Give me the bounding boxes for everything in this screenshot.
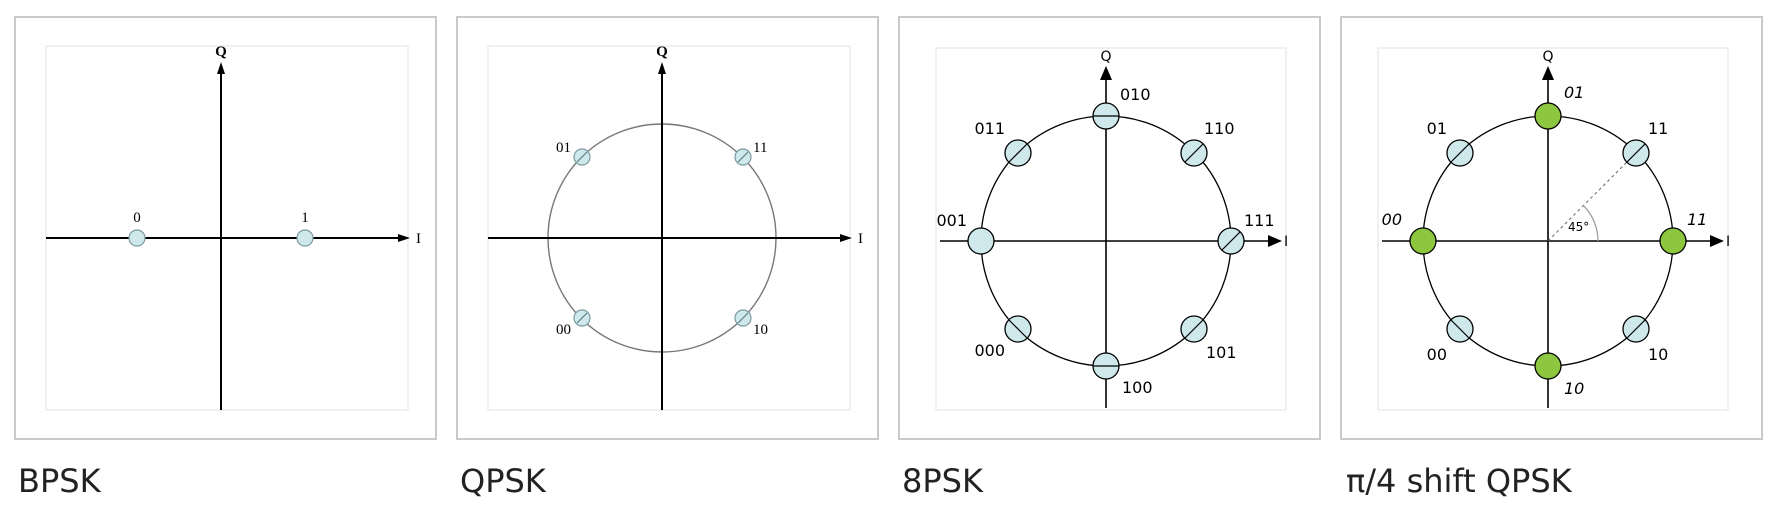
bpsk-panel: I Q 0 1: [14, 16, 437, 440]
symbol-label: 11: [1648, 119, 1668, 138]
constellation-point: [1004, 139, 1032, 167]
symbol-label: 011: [974, 119, 1005, 138]
constellation-point: [296, 229, 314, 247]
constellation-point: [1622, 315, 1650, 343]
angle-label: 45°: [1568, 220, 1589, 234]
i-axis-label: I: [1284, 234, 1288, 250]
symbol-label: 01: [556, 140, 571, 156]
i-axis-arrow: [1268, 235, 1282, 247]
constellation-point: [573, 309, 591, 327]
plot-frame: [1377, 47, 1729, 411]
constellation-point: [1446, 315, 1474, 343]
highlighted-constellation-point: [1534, 102, 1562, 130]
symbol-label: 00: [1382, 210, 1402, 229]
i-axis-label: I: [1726, 234, 1730, 250]
qpsk-panel: I Q 11 01 00 10: [456, 16, 879, 440]
i-axis-label: I: [416, 231, 421, 247]
8psk-constellation: I Q 111 110 010 011 001 000: [935, 47, 1288, 411]
plot-frame: [935, 47, 1287, 411]
8psk-caption: 8PSK: [902, 462, 983, 500]
highlighted-constellation-point: [1659, 227, 1687, 255]
symbol-label: 111: [1244, 211, 1275, 230]
constellation-point: [1092, 102, 1120, 130]
symbol-label: 100: [1122, 378, 1153, 397]
symbol-label: 11: [1687, 210, 1707, 229]
symbol-label: 0: [133, 210, 141, 226]
constellation-point: [128, 229, 146, 247]
constellation-point: [1180, 139, 1208, 167]
symbol-label: 1: [301, 210, 309, 226]
bpsk-constellation: I Q 0 1: [45, 44, 421, 411]
highlighted-constellation-point: [1534, 352, 1562, 380]
bpsk-caption: BPSK: [18, 462, 101, 500]
qpsk-constellation: I Q 11 01 00 10: [487, 44, 863, 411]
pi4-qpsk-panel: I Q 45° 11 01 00 10 11 01 00: [1340, 16, 1763, 440]
q-axis-arrow: [1542, 66, 1554, 80]
pi4-qpsk-caption: π/4 shift QPSK: [1346, 462, 1572, 500]
constellation-point: [1217, 227, 1245, 255]
constellation-point: [967, 227, 995, 255]
qpsk-caption: QPSK: [460, 462, 546, 500]
symbol-label: 10: [1564, 379, 1584, 398]
pi4-qpsk-constellation: I Q 45° 11 01 00 10 11 01 00: [1377, 47, 1730, 411]
symbol-label: 01: [1427, 119, 1447, 138]
i-axis-arrow: [398, 234, 410, 242]
plot-frame: [45, 45, 409, 411]
constellation-point: [734, 309, 752, 327]
q-axis-label: Q: [656, 44, 668, 60]
constellation-point: [1622, 139, 1650, 167]
8psk-panel: I Q 111 110 010 011 001 000: [898, 16, 1321, 440]
i-axis-arrow: [840, 234, 852, 242]
constellation-point: [573, 148, 591, 166]
symbol-label: 110: [1204, 119, 1235, 138]
symbol-label: 00: [556, 322, 571, 338]
symbol-label: 000: [974, 341, 1005, 360]
highlighted-constellation-point: [1409, 227, 1437, 255]
i-axis-label: I: [858, 231, 863, 247]
symbol-label: 101: [1206, 343, 1237, 362]
symbol-label: 001: [936, 211, 967, 230]
i-axis-arrow: [1710, 235, 1724, 247]
q-axis-label: Q: [215, 44, 227, 60]
constellation-point: [734, 148, 752, 166]
symbol-label: 10: [753, 322, 768, 338]
symbol-label: 00: [1427, 345, 1447, 364]
constellation-point: [1004, 315, 1032, 343]
q-axis-arrow: [1100, 66, 1112, 80]
constellation-point: [1446, 139, 1474, 167]
symbol-label: 010: [1120, 85, 1151, 104]
angle-arc: [1582, 205, 1599, 242]
constellation-point: [1180, 315, 1208, 343]
symbol-label: 10: [1648, 345, 1668, 364]
q-axis-arrow: [658, 62, 666, 74]
plot-frame: [487, 45, 851, 411]
constellation-point: [1092, 352, 1120, 380]
q-axis-arrow: [217, 62, 225, 74]
symbol-label: 01: [1564, 83, 1584, 102]
symbol-label: 11: [753, 140, 767, 156]
q-axis-label: Q: [1100, 49, 1111, 65]
reference-dashed-line: [1547, 152, 1637, 242]
q-axis-label: Q: [1542, 49, 1553, 65]
